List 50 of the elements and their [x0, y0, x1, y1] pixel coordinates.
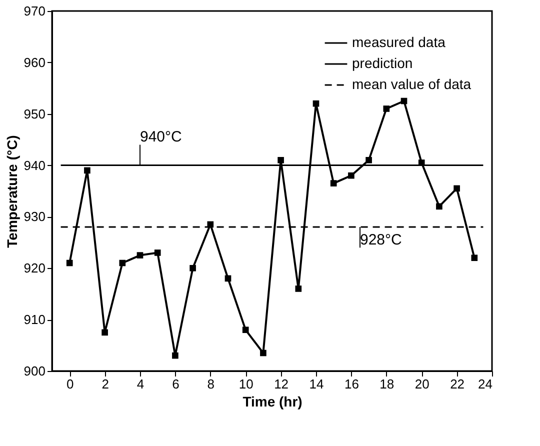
point [224, 275, 232, 282]
point [172, 352, 178, 359]
legend-label: measured data [352, 34, 446, 50]
point [295, 286, 302, 292]
y-tick-label: 910 [24, 312, 46, 328]
point [102, 329, 108, 336]
point [136, 252, 144, 258]
x-tick-label: 12 [274, 376, 289, 392]
point [312, 100, 320, 107]
point [348, 172, 354, 179]
point [66, 260, 73, 266]
x-axis-title: Time (hr) [242, 394, 302, 410]
point [242, 326, 249, 334]
point [260, 350, 266, 356]
point [383, 106, 390, 112]
x-tick-label: 2 [102, 376, 109, 392]
x-tick-label: 18 [380, 376, 394, 392]
y-tick-label: 970 [24, 4, 46, 18]
annotation: 928°C [360, 232, 402, 249]
x-tick-label: 16 [344, 376, 359, 392]
y-tick-label: 950 [24, 106, 46, 122]
legend-label: mean value of data [352, 76, 472, 92]
point [400, 98, 408, 104]
x-tick-label: 22 [450, 376, 465, 392]
x-tick-label: 20 [414, 376, 430, 392]
x-tick-label: 14 [309, 376, 324, 392]
point [278, 156, 284, 164]
y-axis-title: Temperature (°C) [4, 135, 20, 248]
legend-label: prediction [352, 55, 413, 71]
point [84, 167, 90, 174]
point [436, 203, 442, 210]
y-tick-label: 930 [24, 209, 46, 224]
x-tick-label: 6 [172, 376, 180, 392]
point [330, 180, 337, 186]
annotation: 940°C [140, 128, 182, 146]
x-tick-label: 4 [136, 376, 144, 392]
point [366, 156, 372, 164]
y-tick-label: 940 [24, 158, 46, 173]
y-tick-label: 960 [24, 54, 46, 70]
x-tick-label: 8 [207, 376, 215, 392]
point [190, 264, 196, 272]
x-tick-label: 0 [66, 376, 74, 392]
point [471, 254, 478, 262]
y-tick-label: 920 [24, 260, 46, 276]
point [119, 260, 126, 266]
point [154, 250, 161, 256]
point [454, 185, 460, 192]
x-tick-label: 24 [478, 376, 492, 392]
x-tick-label: 10 [238, 376, 254, 392]
y-tick-label: 900 [24, 364, 46, 378]
